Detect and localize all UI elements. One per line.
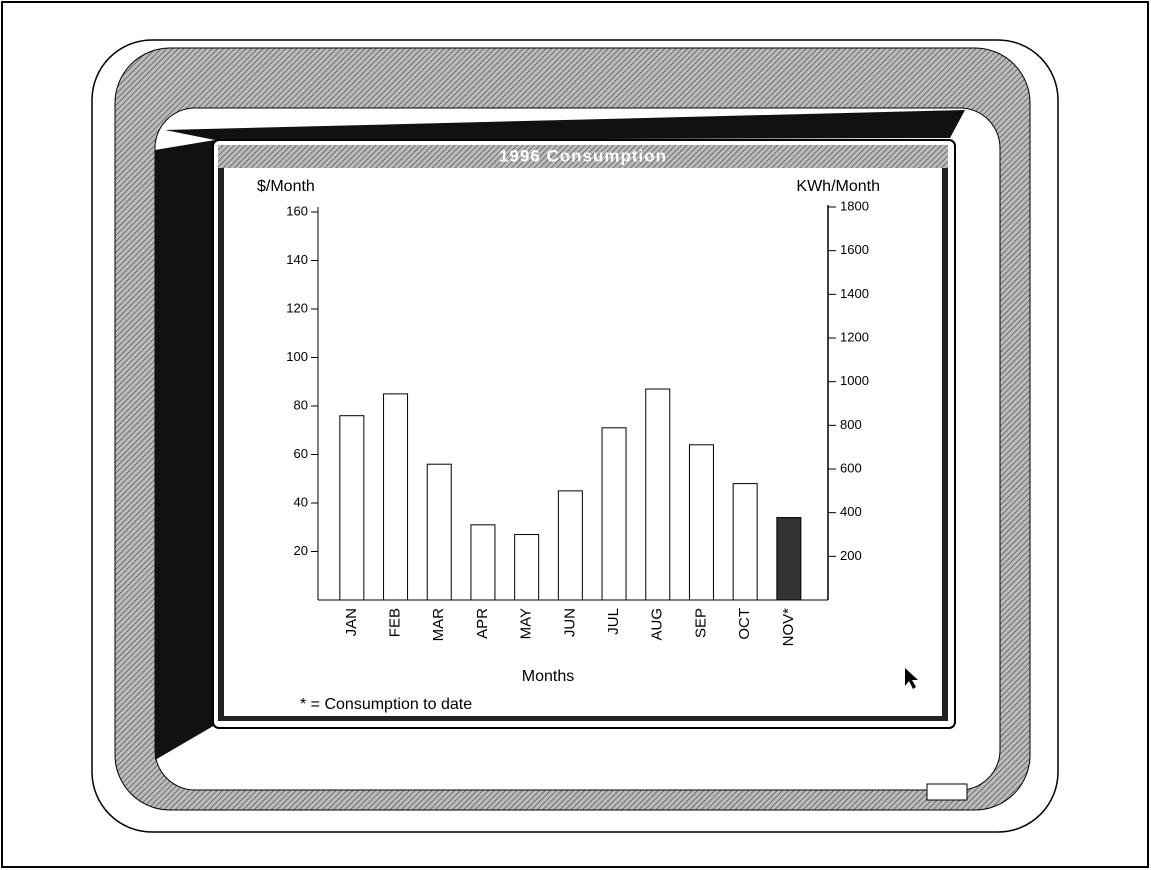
window [212,139,956,729]
y2-tick-label: 1000 [840,373,869,388]
window-border-right [942,168,948,720]
x-tick-label: NOV* [780,608,797,647]
bevel-left [155,140,215,760]
bar [383,393,409,601]
y-tick-label: 100 [286,349,308,364]
y2-tick-label: 1400 [840,286,869,301]
y2-tick-label: 200 [840,548,862,563]
y-tick-label: 160 [286,203,308,218]
y2-tick-label: 800 [840,417,862,432]
y2-tick-label: 1200 [840,329,869,344]
note: * = Consumption to date [300,696,472,713]
y-tick-label: 40 [294,494,308,509]
bar [732,483,758,601]
bar [776,517,802,601]
y-tick-label: 120 [286,300,308,315]
y2-tick-label: 600 [840,460,862,475]
bar [426,463,452,601]
bar [514,534,540,601]
y-tick-label: 20 [294,543,308,558]
x-tick-label: JAN [343,608,360,636]
bar [645,388,671,601]
y2-tick-label: 1600 [840,242,869,257]
x-tick-label: MAY [518,608,535,639]
y2-axis-label: KWh/Month [796,178,880,195]
bar [601,427,627,601]
bar [557,490,583,601]
x-tick-label: APR [474,608,491,639]
window-border-left [218,168,224,720]
window-border-bottom [218,716,948,721]
x-tick-label: JUN [561,608,578,637]
y2-tick-label: 1800 [840,198,869,213]
bar [470,524,496,601]
y-tick-label: 140 [286,252,308,267]
chart-title: 1996 Consumption [499,146,667,165]
title-bar [218,145,948,168]
y2-tick-label: 400 [840,504,862,519]
x-axis-label: Months [522,668,574,685]
x-tick-label: SEP [692,608,709,638]
bar [339,415,365,601]
y-tick-label: 60 [294,446,308,461]
x-tick-label: OCT [736,608,753,640]
bevel-top [165,110,965,140]
x-tick-label: FEB [387,608,404,637]
y-axis-label: $/Month [257,178,315,195]
y-tick-label: 80 [294,397,308,412]
x-tick-label: AUG [649,608,666,641]
bar [688,444,714,601]
x-tick-label: JUL [605,608,622,635]
power-button[interactable] [926,783,968,801]
cursor [905,668,918,689]
monitor-outline [91,39,1059,833]
x-tick-label: MAR [430,608,447,642]
